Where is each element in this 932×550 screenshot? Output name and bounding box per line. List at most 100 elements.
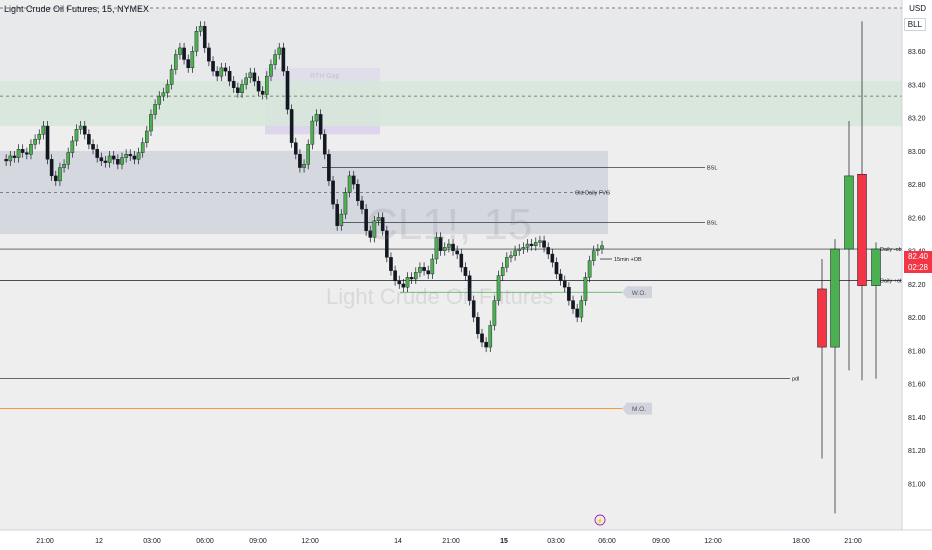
candle-body xyxy=(591,250,596,261)
level-label-15min-ob: 15min +OB xyxy=(614,257,642,263)
y-tick-label: 83.20 xyxy=(908,116,926,123)
candle-body xyxy=(231,80,236,88)
candle-body xyxy=(161,92,166,97)
candle-body xyxy=(45,125,50,160)
candle-body xyxy=(505,257,509,268)
currency-label[interactable]: USD xyxy=(909,4,926,13)
candle-body xyxy=(140,142,145,153)
candle-body xyxy=(356,184,360,202)
y-tick-label: 81.60 xyxy=(908,382,926,389)
x-tick-label: 09:00 xyxy=(249,538,267,545)
candle-body xyxy=(37,134,42,140)
candle-body xyxy=(438,237,443,251)
candle-body xyxy=(107,155,112,163)
candle-body xyxy=(575,308,579,318)
candle-body xyxy=(207,47,211,62)
chart-title[interactable]: Light Crude Oil Futures, 15, NYMEX xyxy=(4,4,150,14)
candle-body xyxy=(422,267,426,271)
candle-body xyxy=(87,134,91,145)
candle-body xyxy=(269,64,273,77)
candle-body xyxy=(53,175,58,182)
current-price-tag: 82.40 xyxy=(904,251,932,262)
candle-body xyxy=(521,247,526,250)
candle-body xyxy=(202,26,207,49)
candle-body xyxy=(66,152,71,165)
candle-body xyxy=(442,247,447,251)
candle-body xyxy=(385,230,389,258)
candle-body xyxy=(513,250,517,256)
candle-body xyxy=(302,164,306,168)
candle-body xyxy=(476,316,480,335)
candle-body xyxy=(467,275,472,301)
candle-body xyxy=(579,300,584,318)
candle-body xyxy=(339,213,344,226)
candle-body xyxy=(562,280,567,288)
candle-body xyxy=(509,255,513,258)
candle-body xyxy=(289,109,294,143)
candle-body xyxy=(103,160,108,163)
candle-body xyxy=(111,155,116,160)
candle-body xyxy=(153,104,157,115)
candle-body xyxy=(364,208,368,231)
candle-body xyxy=(596,248,600,251)
daily-candle-body xyxy=(844,175,854,250)
candle-body xyxy=(182,47,186,60)
candle-body xyxy=(260,90,265,95)
daily-candle-body xyxy=(817,288,827,348)
candle-body xyxy=(322,134,327,155)
candle-body xyxy=(418,267,422,273)
candle-body xyxy=(471,300,476,318)
candle-body xyxy=(550,253,555,263)
y-tick-label: 83.40 xyxy=(908,82,926,89)
candle-body xyxy=(343,192,348,215)
level-label-bsl-1: BSL xyxy=(707,220,717,226)
candle-body xyxy=(397,280,402,285)
candle-body xyxy=(542,240,546,248)
candle-body xyxy=(347,175,352,193)
y-axis-panel xyxy=(902,0,932,550)
candle-body xyxy=(447,243,451,248)
candle-body xyxy=(546,247,551,255)
candle-body xyxy=(480,333,484,343)
candle-body xyxy=(240,84,244,93)
candle-body xyxy=(252,72,257,82)
candle-body xyxy=(120,157,124,165)
candle-body xyxy=(194,31,199,52)
level-label-bsl-0: BSL xyxy=(707,166,717,172)
upper-shade xyxy=(0,8,902,127)
candle-body xyxy=(327,154,331,182)
candle-body xyxy=(554,262,559,275)
candle-body xyxy=(496,275,501,301)
candle-body xyxy=(173,54,178,70)
y-tick-label: 81.20 xyxy=(908,448,926,455)
candle-body xyxy=(426,270,431,275)
candle-body xyxy=(451,243,455,251)
candle-body xyxy=(571,300,575,310)
candle-body xyxy=(492,300,497,326)
y-tick-label: 82.60 xyxy=(908,215,926,222)
candle-body xyxy=(70,140,75,153)
candle-body xyxy=(331,180,335,205)
y-tick-label: 82.20 xyxy=(908,282,926,289)
unit-button[interactable]: BLL xyxy=(903,18,926,31)
lightning-icon: ⚡ xyxy=(596,517,603,525)
candle-body xyxy=(29,144,33,155)
candle-body xyxy=(335,203,339,226)
candle-body xyxy=(256,80,261,92)
x-tick-label: 06:00 xyxy=(196,538,214,545)
candle-body xyxy=(430,258,435,275)
y-tick-label: 83.00 xyxy=(908,149,926,156)
candle-body xyxy=(74,129,79,142)
candle-body xyxy=(4,159,8,162)
x-tick-label: 21:00 xyxy=(844,538,862,545)
candle-body xyxy=(128,154,133,157)
candle-body xyxy=(49,159,54,177)
level-label-daily-ob: Daily -ob xyxy=(880,247,902,253)
y-tick-label: 83.60 xyxy=(908,49,926,56)
candle-body xyxy=(310,120,315,145)
x-tick-label: 21:00 xyxy=(442,538,460,545)
y-tick-label: 82.00 xyxy=(908,315,926,322)
candle-body xyxy=(41,125,46,135)
candle-body xyxy=(372,220,377,238)
